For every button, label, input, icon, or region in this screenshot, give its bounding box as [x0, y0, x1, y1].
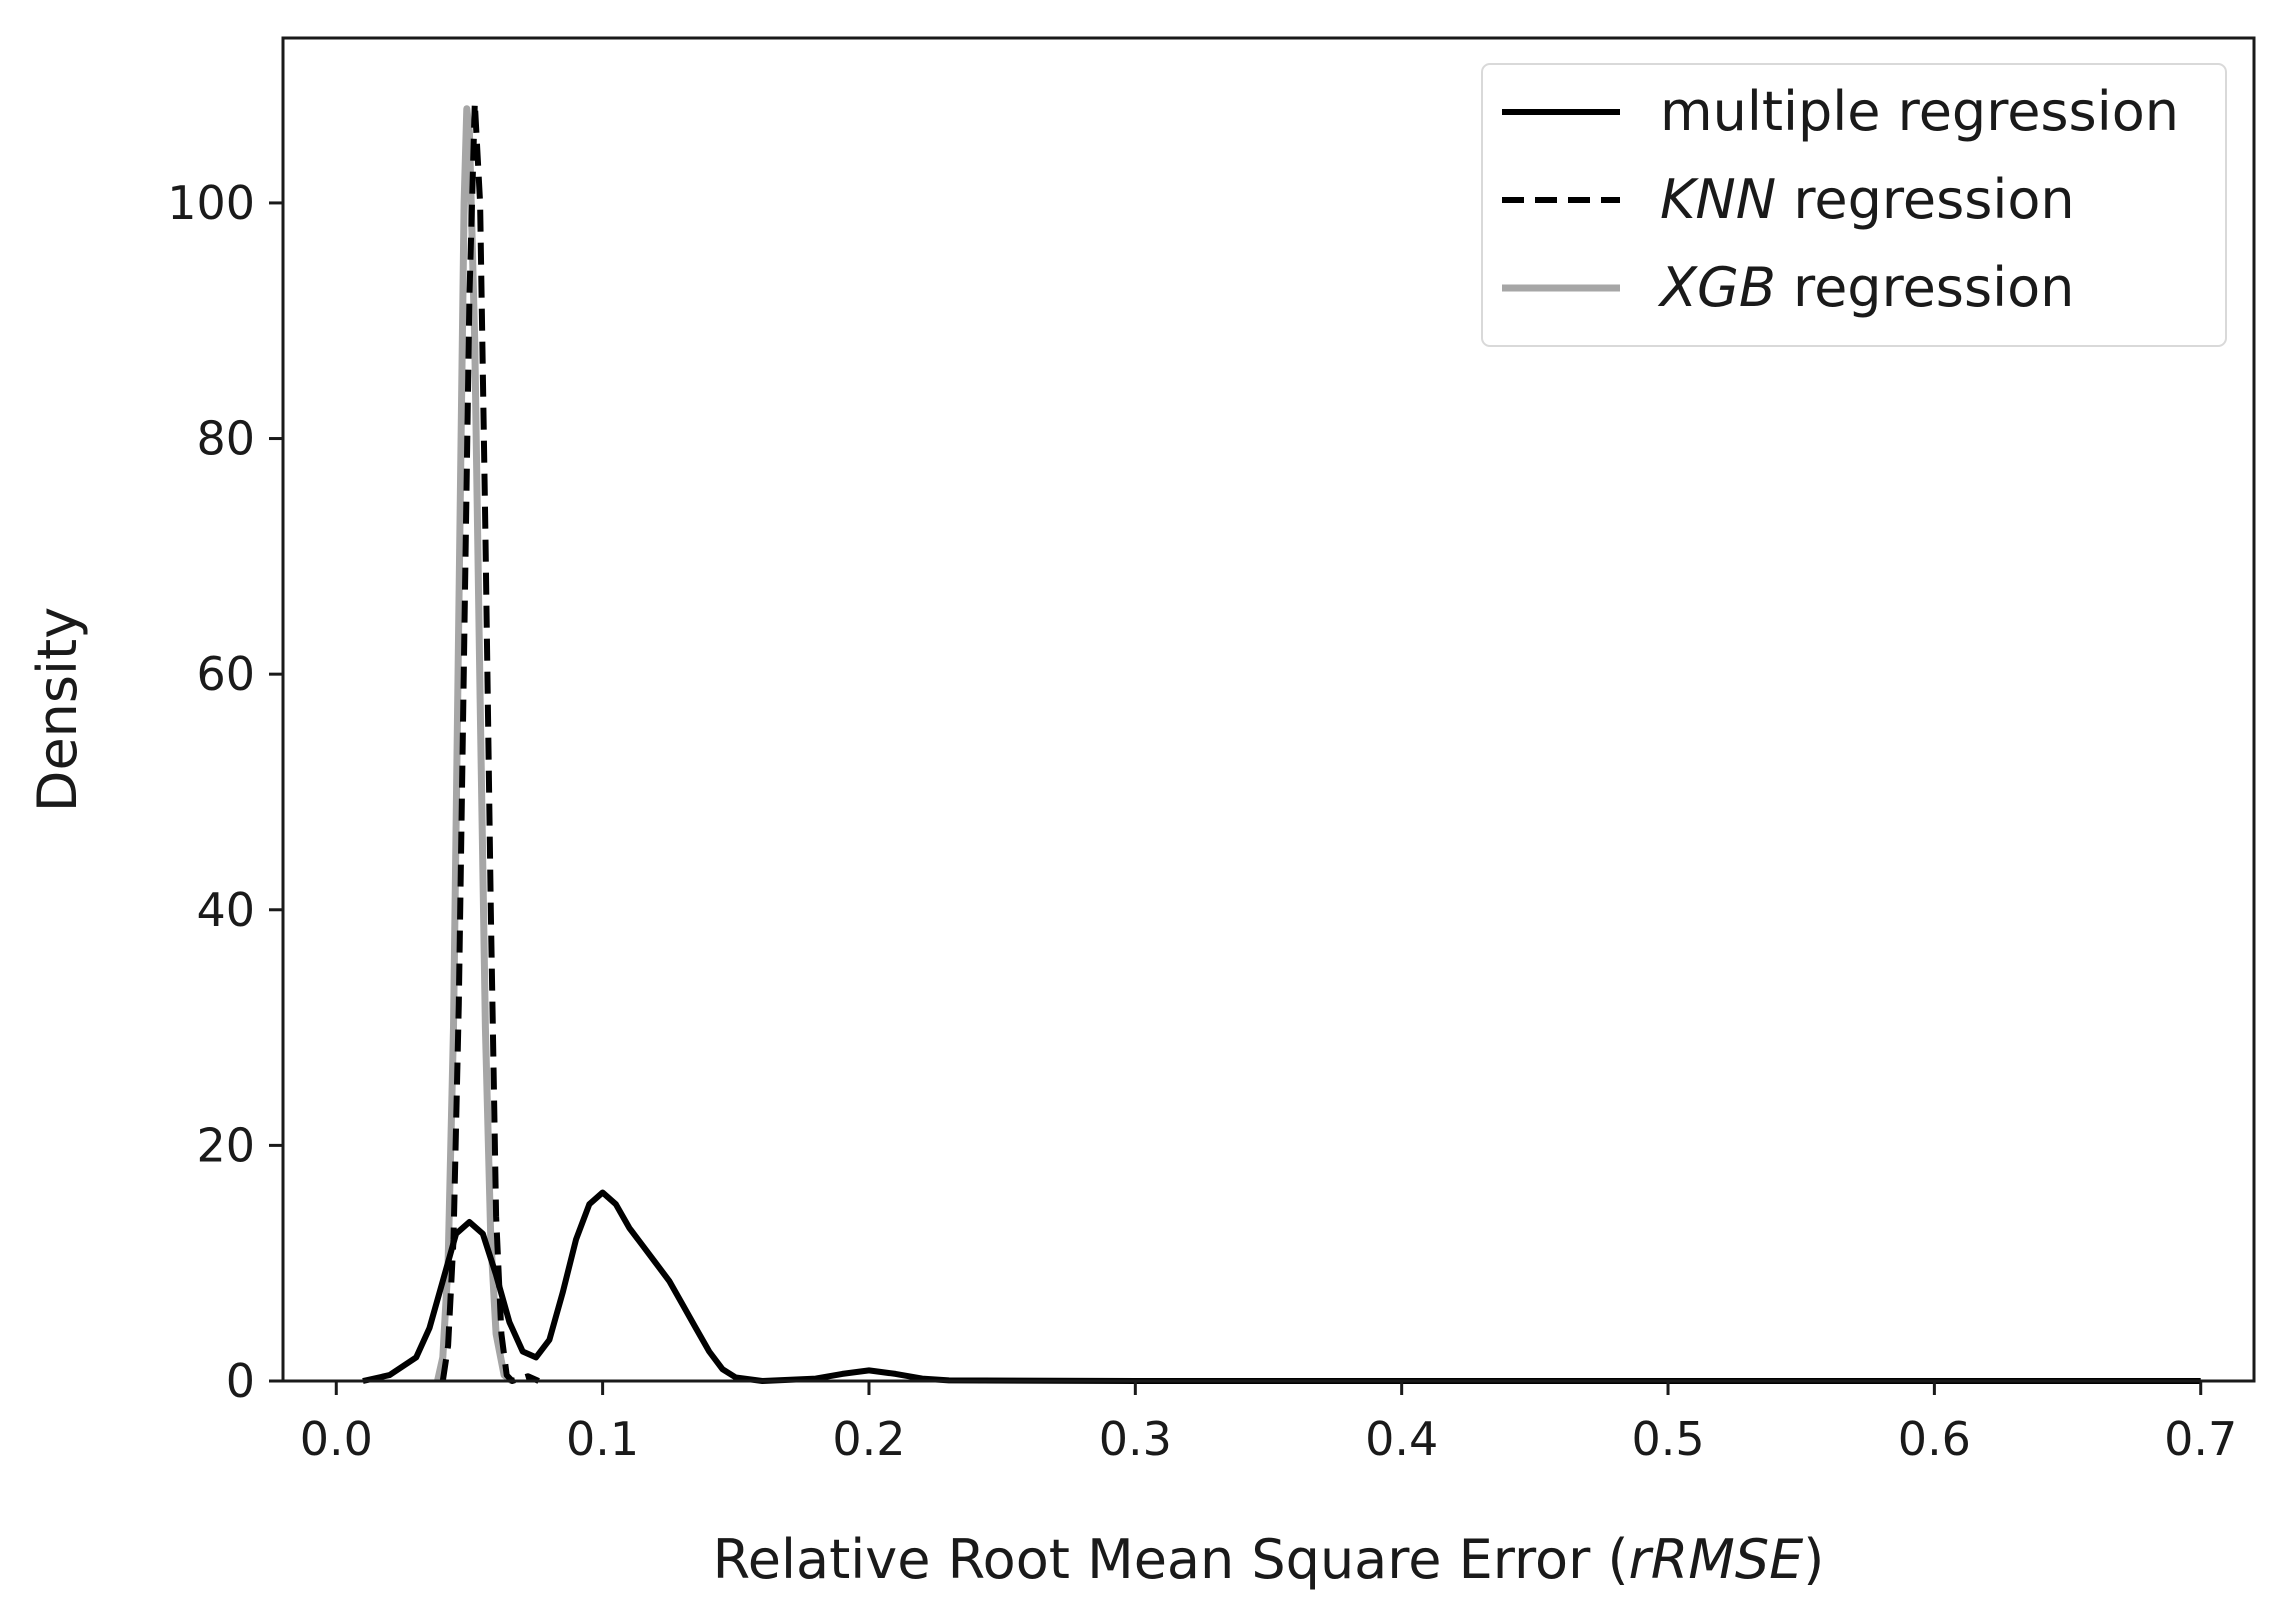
series-layer: [362, 99, 2201, 1384]
plot-frame: [281, 36, 2256, 1383]
x-axis-label-prefix: Relative Root Mean Square Error (: [713, 1528, 1629, 1591]
x-axis: 0.0 0.1 0.2 0.3 0.4 0.5 0.6 0.7: [300, 1381, 2237, 1466]
x-axis-label-italic: rRMSE: [1629, 1528, 1805, 1591]
x-tick-label: 0.6: [1898, 1412, 1971, 1466]
y-tick-label: 20: [196, 1118, 255, 1172]
legend-label-knn-regression: KNN regression: [1660, 168, 2075, 231]
plot-area: [281, 36, 2256, 1384]
legend: multiple regression KNN regression XGB reg…: [1481, 63, 2227, 347]
y-tick-label: 40: [196, 883, 255, 937]
y-axis-label: Density: [26, 607, 89, 812]
x-axis-label: Relative Root Mean Square Error (rRMSE): [713, 1528, 1825, 1591]
series-line-knn-regression: [439, 99, 540, 1384]
y-axis: 0 20 40 60 80 100: [167, 176, 283, 1408]
x-tick-label: 0.7: [2164, 1412, 2237, 1466]
x-tick-label: 0.0: [300, 1412, 373, 1466]
series-line-xgb-regression: [434, 105, 515, 1384]
x-tick-label: 0.3: [1099, 1412, 1172, 1466]
x-tick-label: 0.4: [1365, 1412, 1438, 1466]
y-tick-label: 0: [226, 1354, 255, 1408]
x-tick-label: 0.2: [832, 1412, 905, 1466]
x-axis-label-suffix: ): [1803, 1528, 1824, 1591]
y-tick-label: 100: [167, 176, 255, 230]
x-tick-label: 0.1: [566, 1412, 639, 1466]
legend-box: [1481, 63, 2227, 347]
legend-label-multiple-regression: multiple regression: [1660, 80, 2179, 143]
y-tick-label: 80: [196, 412, 255, 466]
y-tick-label: 60: [196, 647, 255, 701]
series-line-multiple-regression: [362, 1189, 2201, 1384]
legend-label-xgb-regression: XGB regression: [1657, 256, 2074, 319]
x-tick-label: 0.5: [1631, 1412, 1704, 1466]
